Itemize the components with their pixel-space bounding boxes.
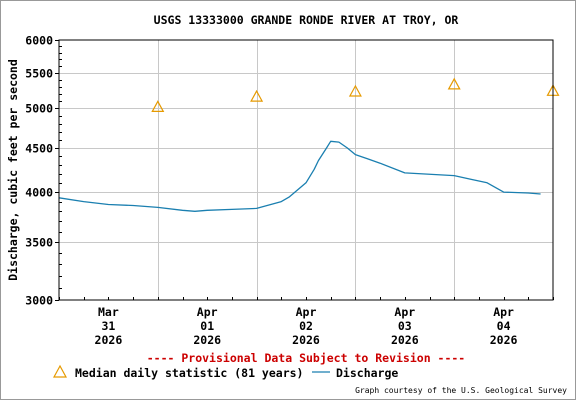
- discharge-line: [58, 140, 541, 212]
- x-tick-label-month: Apr: [296, 305, 317, 319]
- legend-discharge-label: Discharge: [336, 366, 398, 380]
- grid-lines: [59, 40, 553, 300]
- x-tick-label-year: 2026: [95, 333, 123, 347]
- x-tick-label-day: 03: [398, 319, 412, 333]
- y-tick-label: 4500: [25, 142, 53, 156]
- x-tick-label-month: Mar: [98, 305, 119, 319]
- median-triangle-point: [447, 77, 461, 90]
- legend: Median daily statistic (81 years) Discha…: [52, 364, 398, 380]
- y-axis-label: Discharge, cubic feet per second: [6, 59, 20, 281]
- credit-text: Graph courtesy of the U.S. Geological Su…: [355, 386, 567, 395]
- legend-median-label: Median daily statistic (81 years): [75, 366, 303, 380]
- y-tick-label: 6000: [25, 34, 53, 48]
- plot-area-border: [58, 39, 554, 301]
- x-tick-label-year: 2026: [391, 333, 419, 347]
- x-tick-label-year: 2026: [193, 333, 221, 347]
- provisional-notice: ---- Provisional Data Subject to Revisio…: [147, 351, 466, 365]
- median-triangle-point: [250, 89, 264, 102]
- y-tick-label: 4000: [25, 186, 53, 200]
- y-tick-label: 5500: [25, 67, 53, 81]
- x-tick-label-year: 2026: [490, 333, 518, 347]
- median-triangle-point: [151, 100, 165, 113]
- legend-median-triangle-icon: [52, 364, 68, 378]
- y-tick-label: 5000: [25, 102, 53, 116]
- y-tick-label: 3000: [25, 294, 53, 308]
- x-tick-label-day: 04: [497, 319, 511, 333]
- x-tick-label-day: 02: [299, 319, 313, 333]
- x-tick-label-month: Apr: [394, 305, 415, 319]
- y-axis-ticks: 3000 3500 4000 4500 5000 5500 6000: [25, 34, 62, 308]
- chart-title: USGS 13333000 GRANDE RONDE RIVER AT TROY…: [154, 13, 459, 27]
- y-tick-label: 3500: [25, 236, 53, 250]
- x-tick-label-month: Apr: [197, 305, 218, 319]
- x-tick-label-month: Apr: [493, 305, 514, 319]
- x-tick-label-day: 01: [200, 319, 214, 333]
- x-axis-ticks: Mar312026Apr012026Apr022026Apr032026Apr0…: [59, 297, 554, 347]
- x-tick-label-year: 2026: [292, 333, 320, 347]
- x-tick-label-day: 31: [101, 319, 115, 333]
- median-triangle-point: [348, 84, 362, 97]
